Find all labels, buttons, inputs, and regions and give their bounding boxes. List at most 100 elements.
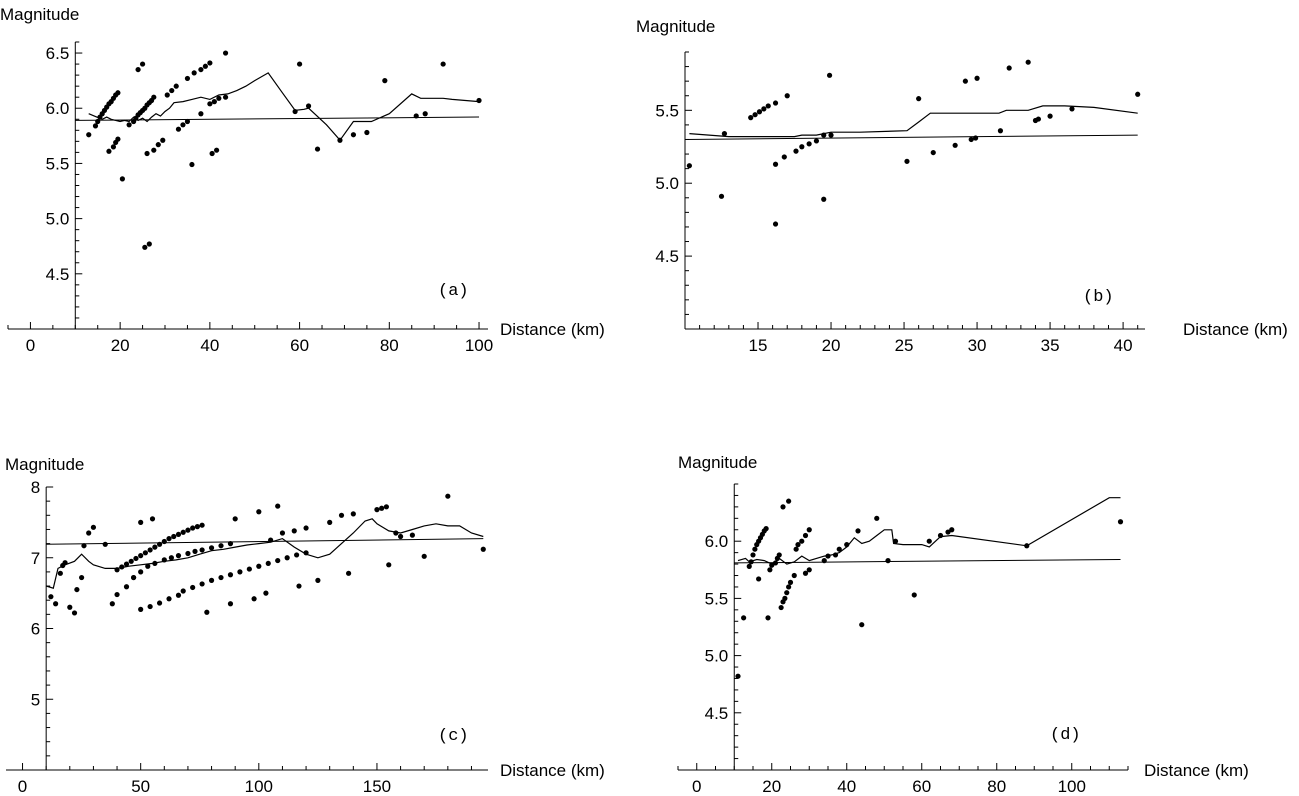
data-point-a	[305, 103, 312, 109]
x-tick-label-b: 30	[968, 336, 987, 355]
data-point-c	[338, 512, 345, 518]
x-tick-label-c: 50	[131, 777, 150, 796]
data-point-c	[71, 610, 78, 616]
data-point-a	[382, 78, 388, 84]
data-point-c	[147, 603, 153, 610]
data-point-b	[1025, 59, 1031, 65]
data-point-c	[237, 569, 243, 575]
data-point-d	[784, 590, 790, 596]
data-point-a	[119, 176, 125, 182]
x-tick-label-d: 20	[762, 777, 781, 796]
data-point-d	[769, 562, 775, 568]
data-point-c	[256, 509, 262, 515]
data-point-b	[765, 103, 771, 109]
moving-line-c	[46, 518, 484, 589]
data-point-c	[119, 564, 125, 570]
y-tick-label-c: 6	[31, 620, 40, 639]
x-tick-label-d: 0	[692, 777, 701, 796]
panel-b: Magnitude Distance (km) (b) 15 20 25 30 35 40…	[636, 17, 1288, 355]
data-point-b	[828, 132, 834, 138]
x-axis-title-c: Distance (km)	[500, 761, 605, 780]
data-point-a	[92, 123, 99, 129]
x-tick-label-d: 100	[1058, 777, 1086, 796]
data-point-a	[314, 146, 321, 152]
data-point-c	[315, 577, 321, 583]
y-tick-label-d: 5.5	[705, 589, 729, 608]
x-tick-label-a: 20	[111, 336, 130, 355]
x-tick-label-a: 60	[290, 336, 309, 355]
y-tick-label-c: 5	[31, 690, 40, 709]
data-point-c	[421, 553, 427, 559]
data-point-d	[821, 558, 827, 564]
data-point-c	[199, 547, 205, 553]
x-tick-label-b: 20	[822, 336, 841, 355]
panel-a: Magnitude Distance (km) (a) 0 20 40 60 80 100…	[0, 5, 605, 355]
data-point-d	[735, 673, 741, 679]
data-point-a	[126, 122, 132, 128]
data-point-a	[106, 148, 112, 154]
data-point-c	[204, 609, 210, 615]
data-point-b	[1006, 65, 1012, 71]
data-point-a	[180, 122, 186, 128]
data-point-c	[263, 590, 269, 596]
data-point-a	[95, 118, 101, 125]
data-point-d	[926, 538, 932, 544]
x-tick-label-b: 40	[1114, 336, 1133, 355]
data-point-a	[175, 126, 182, 132]
data-point-c	[114, 567, 120, 573]
x-tick-label-a: 100	[465, 336, 493, 355]
data-point-a	[173, 83, 179, 89]
data-point-c	[192, 548, 198, 554]
data-point-b	[1047, 113, 1053, 119]
data-point-d	[750, 552, 756, 558]
data-point-c	[232, 516, 238, 522]
data-point-d	[793, 546, 799, 552]
x-tick-label-a: 80	[380, 336, 399, 355]
data-point-c	[138, 553, 144, 559]
data-point-b	[813, 138, 820, 144]
data-point-c	[123, 584, 130, 590]
data-point-a	[191, 70, 197, 76]
data-point-a	[135, 66, 141, 73]
data-point-c	[199, 522, 205, 528]
x-axis-title-d: Distance (km)	[1144, 761, 1249, 780]
data-point-c	[133, 555, 139, 562]
data-point-a	[86, 132, 92, 138]
x-tick-label-a: 40	[200, 336, 219, 355]
data-point-a	[110, 144, 117, 150]
data-point-a	[476, 97, 482, 104]
data-point-c	[227, 541, 234, 547]
data-point-d	[1024, 543, 1030, 549]
x-axis-title-b: Distance (km)	[1183, 320, 1288, 339]
data-point-c	[180, 529, 186, 535]
moving-line-d	[737, 497, 1121, 565]
data-point-b	[772, 100, 779, 106]
x-tick-label-c: 0	[18, 777, 27, 796]
data-point-d	[937, 532, 944, 539]
data-point-a	[160, 137, 166, 143]
data-point-d	[855, 528, 861, 534]
data-point-c	[156, 541, 163, 547]
data-point-b	[973, 135, 979, 141]
data-point-b	[821, 132, 827, 138]
data-point-a	[198, 111, 204, 117]
data-point-b	[686, 163, 692, 169]
data-point-d	[791, 572, 797, 579]
data-point-c	[291, 528, 297, 534]
data-point-a	[292, 108, 298, 115]
fit-line-b	[684, 134, 1138, 140]
data-point-d	[945, 529, 951, 535]
data-point-c	[409, 532, 415, 538]
data-point-c	[138, 569, 144, 575]
data-point-c	[185, 550, 191, 557]
data-point-d	[741, 615, 747, 621]
data-point-c	[142, 550, 149, 556]
data-point-b	[721, 131, 728, 137]
data-point-c	[350, 511, 356, 517]
data-point-c	[109, 601, 115, 607]
data-point-c	[190, 584, 196, 591]
data-point-c	[218, 543, 224, 549]
data-point-d	[795, 542, 801, 548]
data-point-c	[90, 524, 97, 530]
x-tick-label-b: 15	[749, 336, 768, 355]
